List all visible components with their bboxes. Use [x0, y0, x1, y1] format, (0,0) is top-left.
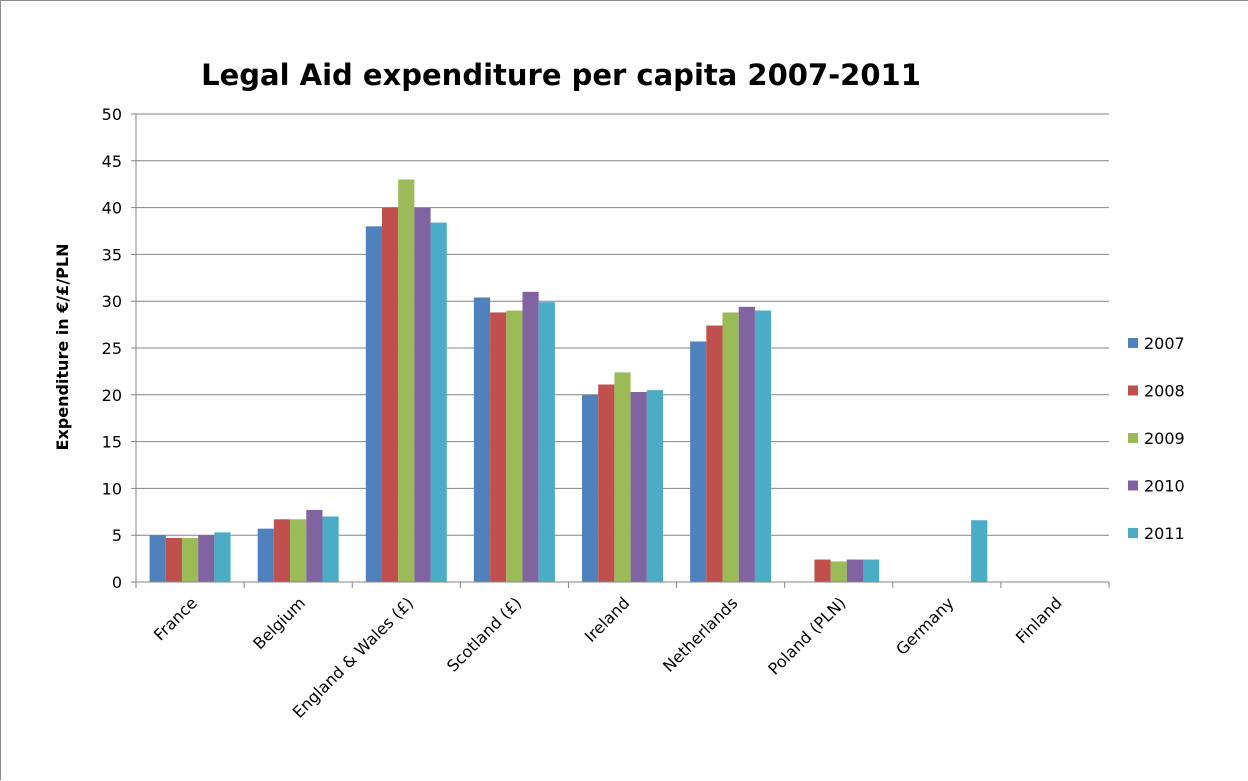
- legend-label: 2009: [1144, 429, 1185, 448]
- bar-2009-6: [830, 561, 847, 582]
- bars: [149, 179, 988, 582]
- bar-2008-3: [490, 312, 507, 582]
- x-tick-label: Poland (PLN): [764, 593, 849, 678]
- legend-swatch-2011: [1128, 528, 1138, 538]
- y-axis-label: Expenditure in €/£/PLN: [53, 244, 72, 451]
- bar-2009-3: [506, 310, 523, 582]
- legend-swatch-2007: [1128, 338, 1138, 348]
- bar-2010-5: [738, 306, 755, 582]
- bar-2011-2: [430, 222, 447, 582]
- y-tick-label: 15: [102, 433, 122, 452]
- legend-swatch-2010: [1128, 480, 1138, 491]
- y-tick-label: 20: [102, 386, 122, 405]
- bar-2009-0: [181, 538, 199, 582]
- bar-2008-4: [598, 384, 615, 582]
- chart-title: Legal Aid expenditure per capita 2007-20…: [201, 58, 921, 92]
- bar-2010-6: [846, 559, 864, 582]
- y-tick-label: 25: [102, 339, 122, 358]
- bar-2009-5: [722, 312, 739, 582]
- y-tick-label: 45: [102, 152, 122, 171]
- legend: 2007 2008 2009 2010 2011: [1128, 334, 1185, 543]
- legend-label: 2007: [1144, 334, 1185, 353]
- bar-2011-4: [646, 390, 663, 582]
- bar-2010-3: [522, 291, 539, 582]
- y-tick-label: 50: [102, 105, 122, 124]
- bar-2010-2: [414, 207, 431, 582]
- bar-2007-0: [149, 535, 166, 582]
- bar-2007-3: [473, 297, 491, 582]
- bar-2008-2: [381, 207, 399, 582]
- y-tick-label: 0: [112, 573, 122, 592]
- x-tick-label: Belgium: [249, 593, 309, 653]
- legend-label: 2011: [1144, 524, 1185, 543]
- y-tick-label: 35: [102, 245, 122, 264]
- bar-2007-1: [257, 528, 274, 582]
- bar-2010-4: [630, 391, 647, 582]
- bar-2011-3: [538, 302, 555, 582]
- bar-2011-6: [863, 559, 880, 582]
- legend-swatch-2009: [1128, 433, 1138, 443]
- x-tick-label: Netherlands: [659, 593, 741, 675]
- bar-2007-5: [690, 341, 707, 582]
- legend-label: 2008: [1144, 382, 1185, 401]
- y-tick-label: 10: [102, 479, 122, 498]
- bar-2007-2: [365, 226, 382, 582]
- x-tick-label: England & Wales (£): [289, 593, 417, 721]
- gridlines: [136, 113, 1109, 536]
- x-tick-label: Scotland (£): [443, 593, 525, 675]
- legend-label: 2010: [1144, 477, 1185, 496]
- x-tick-label: France: [150, 593, 201, 644]
- bar-2011-5: [754, 310, 772, 582]
- bar-2008-0: [165, 538, 182, 582]
- bar-2008-1: [273, 519, 291, 582]
- bar-2011-1: [322, 516, 339, 582]
- bar-2009-4: [614, 372, 631, 582]
- bar-2009-1: [290, 519, 307, 582]
- x-tick-label: Germany: [892, 593, 957, 658]
- bar-2011-7: [971, 520, 988, 582]
- bar-2008-5: [706, 325, 723, 582]
- bar-2010-1: [306, 509, 323, 582]
- x-tick-label: Finland: [1012, 593, 1066, 647]
- y-tick-label: 5: [112, 526, 122, 545]
- bar-2011-0: [214, 532, 231, 582]
- y-tick-label: 30: [102, 292, 122, 311]
- legend-swatch-2008: [1128, 385, 1138, 396]
- x-tick-label: Ireland: [581, 593, 634, 646]
- bar-2009-2: [398, 179, 415, 582]
- bar-2008-6: [814, 559, 831, 582]
- bar-2010-0: [198, 535, 215, 582]
- y-tick-label: 40: [102, 199, 122, 218]
- bar-2007-4: [582, 394, 599, 582]
